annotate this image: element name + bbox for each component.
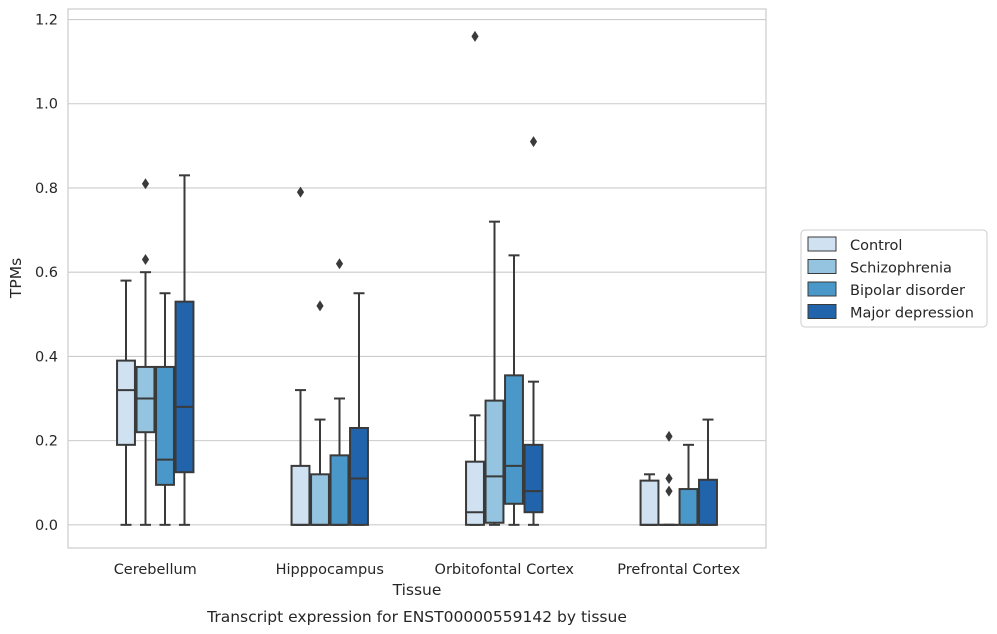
y-tick-label: 0.0 (35, 518, 58, 534)
x-tick-label: Hipppocampus (276, 562, 384, 578)
box-iqr (698, 478, 718, 526)
legend-swatch (807, 281, 837, 297)
box-group (523, 136, 544, 526)
box-group (329, 258, 350, 526)
box-group (639, 473, 660, 526)
x-tick-label: Cerebellum (114, 562, 197, 578)
box-iqr (155, 365, 175, 486)
y-tick-label: 1.2 (35, 13, 58, 29)
box-group (349, 292, 369, 526)
boxes-layer (116, 30, 718, 526)
box-iqr (504, 374, 524, 505)
legend-swatch (807, 304, 837, 319)
box-group (678, 443, 699, 526)
plot-frame (67, 8, 767, 549)
legend-frame (800, 229, 988, 328)
box-group (116, 279, 136, 526)
y-axis-label: TPMs (7, 258, 25, 299)
box-iqr (116, 359, 136, 446)
outlier-point (141, 254, 150, 266)
box-iqr (290, 464, 311, 526)
outlier-point (335, 258, 344, 270)
box-group (504, 254, 524, 526)
legend-label: Major depression (850, 306, 974, 322)
box-group (174, 174, 195, 526)
outlier-point (316, 300, 324, 312)
box-iqr (174, 300, 195, 474)
box-group (155, 292, 175, 526)
legend-swatch (807, 259, 837, 274)
outlier-point (665, 473, 673, 485)
box-iqr (678, 488, 699, 526)
box-iqr (484, 399, 505, 524)
box-group (698, 418, 718, 526)
outlier-point (665, 485, 673, 497)
y-tick-label: 0.8 (35, 181, 58, 197)
y-tick-labels: 0.0 0.2 0.4 0.6 0.8 1.0 1.2 (35, 13, 58, 534)
legend: Control Schizophrenia Bipolar disorder Majo… (800, 229, 988, 328)
box-iqr (465, 460, 485, 526)
chart-caption: Transcript expression for ENST0000055914… (206, 608, 627, 626)
y-tick-label: 1.0 (35, 97, 58, 113)
outlier-point (471, 30, 479, 42)
box-iqr (135, 365, 156, 434)
legend-swatch (807, 236, 837, 252)
legend-label: Schizophrenia (850, 261, 952, 277)
box-group (290, 186, 311, 526)
outlier-point (529, 136, 538, 148)
legend-label: Control (850, 238, 902, 254)
box-iqr (523, 443, 544, 514)
y-tick-label: 0.4 (35, 349, 58, 365)
box-group (135, 178, 156, 526)
outlier-point (141, 178, 150, 190)
box-iqr (329, 454, 350, 526)
box-group (465, 30, 485, 526)
y-tick-label: 0.6 (35, 265, 58, 281)
outlier-point (296, 186, 305, 198)
box-group (659, 430, 679, 526)
box-iqr (349, 426, 369, 526)
box-iqr (639, 479, 660, 526)
box-group (310, 300, 330, 526)
x-tick-label: Orbitofontal Cortex (435, 562, 575, 578)
x-tick-labels: Cerebellum Hipppocampus Orbitofontal Corte… (114, 562, 741, 578)
x-axis-label: Tissue (392, 581, 442, 599)
x-tick-label: Prefrontal Cortex (617, 562, 740, 578)
y-tick-label: 0.2 (35, 434, 58, 450)
legend-label: Bipolar disorder (850, 283, 965, 299)
box-group (484, 220, 505, 526)
box-iqr (310, 473, 330, 526)
outlier-point (665, 430, 673, 442)
